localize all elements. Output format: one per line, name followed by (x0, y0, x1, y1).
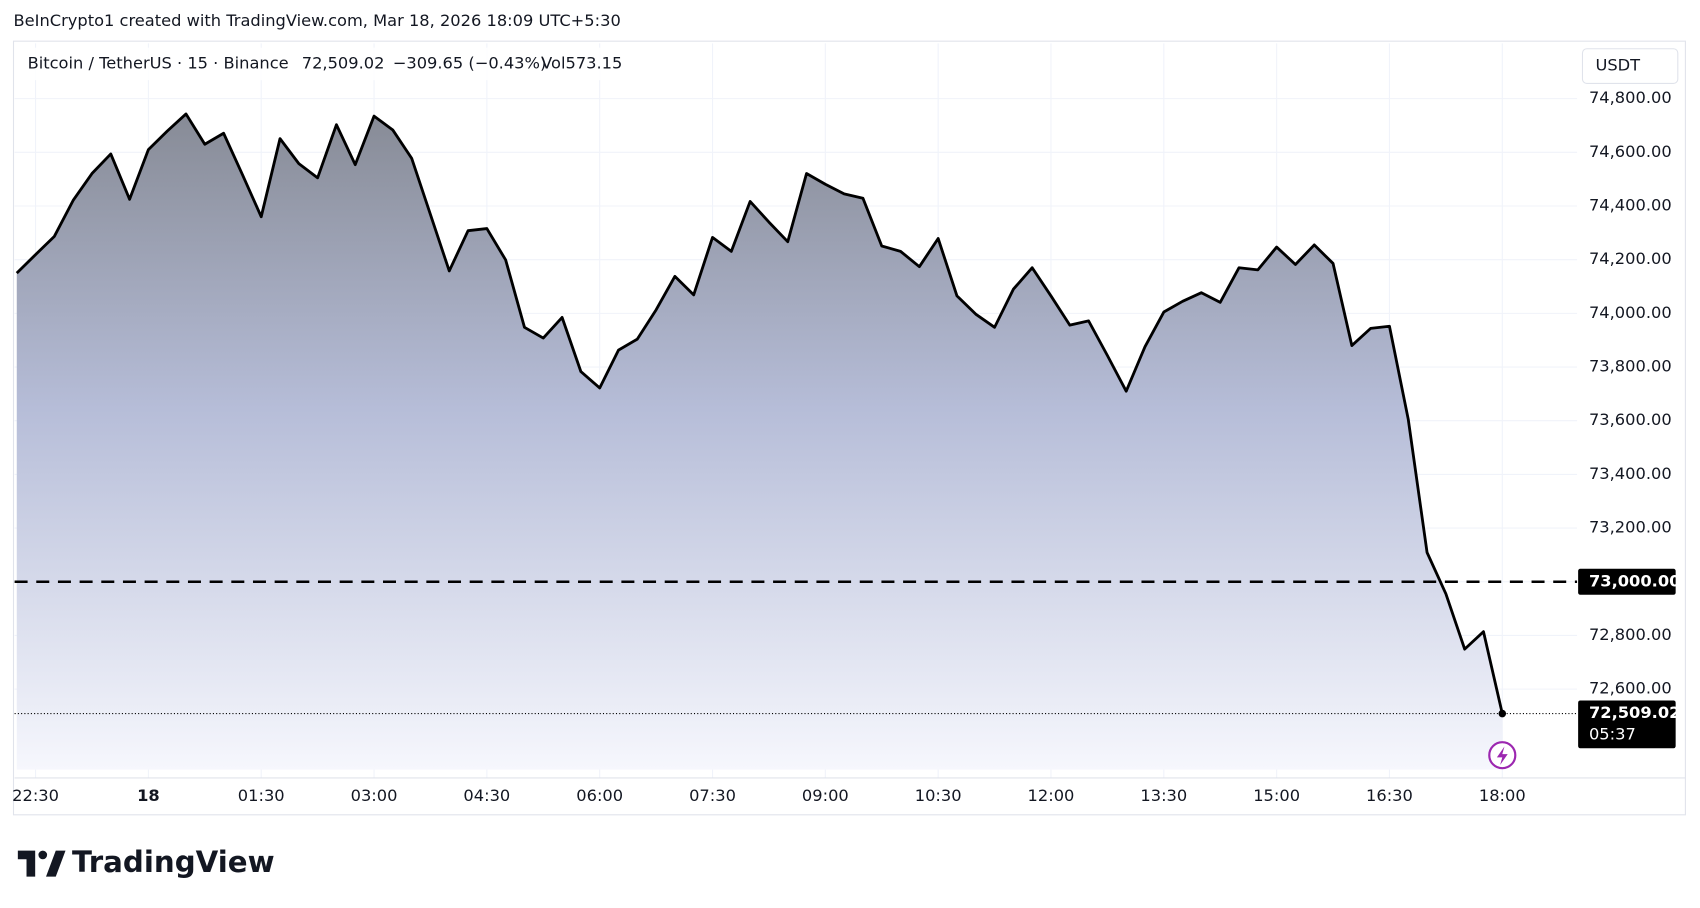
y-tick-label: 73,600.00 (1589, 410, 1672, 429)
last-price-bg (1578, 700, 1676, 749)
last-price-label: 72,509.02 (1589, 703, 1681, 722)
volume: Vol573.15 (541, 53, 622, 72)
x-tick-label: 15:00 (1253, 786, 1300, 805)
y-tick-label: 72,800.00 (1589, 625, 1672, 644)
logo-mark (17, 850, 66, 877)
x-tick-label: 01:30 (238, 786, 285, 805)
plot (14, 112, 1578, 770)
last-point (1498, 709, 1507, 718)
y-tick-label: 73,200.00 (1589, 518, 1672, 537)
y-tick-label: 72,600.00 (1589, 679, 1672, 698)
x-tick-label: 03:00 (351, 786, 398, 805)
logo: TradingView (72, 845, 275, 879)
area (16, 113, 1503, 770)
x-tick-label: 16:30 (1366, 786, 1413, 805)
currency: USDT (1595, 56, 1640, 75)
y-tick-label: 73,400.00 (1589, 464, 1672, 483)
price-line (15, 112, 1504, 714)
y-tick-label: 74,200.00 (1589, 249, 1672, 268)
level-label-bg (1578, 568, 1676, 595)
y-tick-label: 74,800.00 (1589, 88, 1672, 107)
last-price: 72,509.02 (302, 53, 385, 72)
y-tick-label: 74,400.00 (1589, 196, 1672, 215)
x-tick-label: 04:30 (463, 786, 510, 805)
x-tick-label: 07:30 (689, 786, 736, 805)
x-tick-label: 10:30 (915, 786, 962, 805)
x-tick-label: 09:00 (802, 786, 849, 805)
level-label: 73,000.00 (1589, 571, 1681, 590)
header-bg (15, 47, 634, 81)
x-tick-label: 18:00 (1479, 786, 1526, 805)
x-tick-label: 22:30 (12, 786, 59, 805)
x-tick-label: 12:00 (1028, 786, 1075, 805)
change: −309.65 (−0.43%) (393, 53, 547, 72)
currency-box[interactable] (1581, 48, 1679, 84)
y-tick-label: 74,600.00 (1589, 142, 1672, 161)
y-tick-label: 73,800.00 (1589, 357, 1672, 376)
countdown: 05:37 (1589, 725, 1636, 744)
lightning (1496, 746, 1508, 765)
y-tick-label: 74,000.00 (1589, 303, 1672, 322)
x-tick-label: 06:00 (576, 786, 623, 805)
x-tick-label: 13:30 (1140, 786, 1187, 805)
x-tick-label: 18 (137, 786, 160, 805)
chart-frame (12, 40, 1686, 816)
symbol: Bitcoin / TetherUS · 15 · Binance (28, 53, 289, 72)
watermark: BeInCrypto1 created with TradingView.com… (14, 11, 621, 30)
